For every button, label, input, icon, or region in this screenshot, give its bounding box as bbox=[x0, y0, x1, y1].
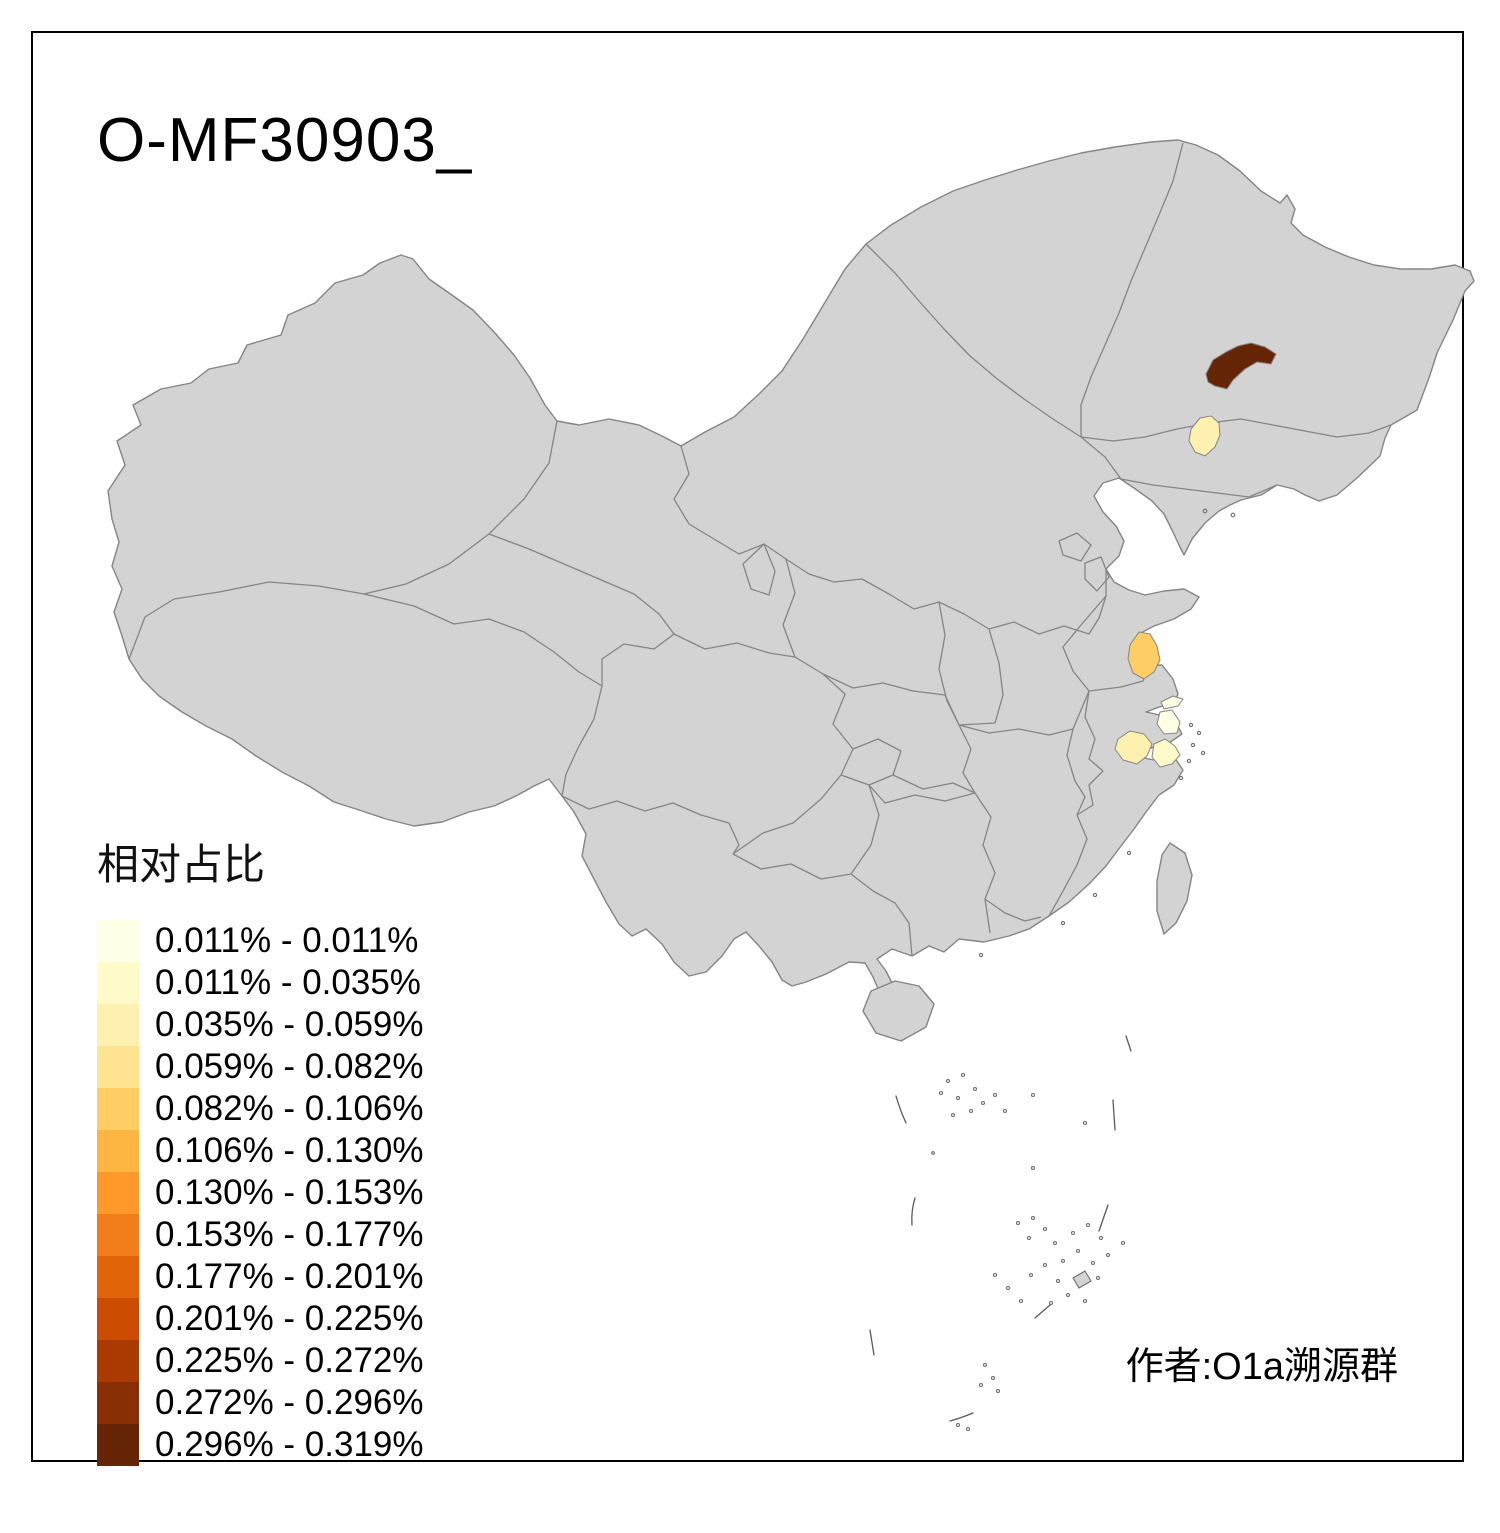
legend-item: 0.130% - 0.153% bbox=[97, 1172, 424, 1214]
legend-label: 0.035% - 0.059% bbox=[155, 1005, 424, 1044]
coastal-islets bbox=[978, 508, 1236, 958]
region-northeast-zhejiang bbox=[1151, 738, 1181, 768]
legend-item: 0.011% - 0.011% bbox=[97, 920, 424, 962]
legend-items: 0.011% - 0.011% 0.011% - 0.035% 0.035% - 0… bbox=[97, 920, 424, 1466]
region-shanghai bbox=[1156, 709, 1181, 735]
legend-label: 0.225% - 0.272% bbox=[155, 1341, 424, 1380]
region-yancheng bbox=[1127, 631, 1161, 680]
legend-swatch bbox=[97, 1214, 139, 1256]
legend-swatch bbox=[97, 1424, 139, 1466]
legend-label: 0.130% - 0.153% bbox=[155, 1173, 424, 1212]
spratly-islet bbox=[1072, 1270, 1092, 1289]
legend-label: 0.106% - 0.130% bbox=[155, 1131, 424, 1170]
legend-swatch bbox=[97, 1046, 139, 1088]
legend-swatch bbox=[97, 1340, 139, 1382]
plot-frame: O-MF30903_ 相对占比 0.011% - 0.011% 0.011% - … bbox=[31, 31, 1475, 1466]
legend-swatch bbox=[97, 1256, 139, 1298]
region-northwest-zhejiang bbox=[1114, 730, 1153, 765]
legend-label: 0.153% - 0.177% bbox=[155, 1215, 424, 1254]
region-jilin-southwest bbox=[1188, 415, 1221, 457]
legend-item: 0.059% - 0.082% bbox=[97, 1046, 424, 1088]
china-map bbox=[107, 139, 1475, 1432]
legend-label: 0.082% - 0.106% bbox=[155, 1089, 424, 1128]
highlighted-regions bbox=[1114, 342, 1277, 768]
attribution-text: 作者:O1a溯源群 bbox=[1125, 1346, 1398, 1388]
legend-title: 相对占比 bbox=[97, 841, 266, 888]
legend-swatch bbox=[97, 1088, 139, 1130]
hainan-island bbox=[862, 980, 935, 1042]
legend-item: 0.296% - 0.319% bbox=[97, 1424, 424, 1466]
taiwan-island bbox=[1156, 842, 1193, 935]
legend-item: 0.201% - 0.225% bbox=[97, 1298, 424, 1340]
legend-label: 0.011% - 0.011% bbox=[155, 921, 419, 960]
legend-swatch bbox=[97, 1130, 139, 1172]
legend-swatch bbox=[97, 920, 139, 962]
mainland-china bbox=[107, 139, 1475, 999]
legend-item: 0.106% - 0.130% bbox=[97, 1130, 424, 1172]
legend-item: 0.225% - 0.272% bbox=[97, 1340, 424, 1382]
legend-label: 0.272% - 0.296% bbox=[155, 1383, 424, 1422]
region-yangtze-mouth-strip bbox=[1160, 695, 1184, 710]
legend-item: 0.177% - 0.201% bbox=[97, 1256, 424, 1298]
legend-label: 0.177% - 0.201% bbox=[155, 1257, 424, 1296]
legend-swatch bbox=[97, 1382, 139, 1424]
legend-item: 0.272% - 0.296% bbox=[97, 1382, 424, 1424]
legend-item: 0.011% - 0.035% bbox=[97, 962, 424, 1004]
legend: 相对占比 0.011% - 0.011% 0.011% - 0.035% 0.035… bbox=[97, 831, 424, 1466]
region-harbin-area bbox=[1205, 342, 1277, 390]
legend-swatch bbox=[97, 962, 139, 1004]
legend-label: 0.296% - 0.319% bbox=[155, 1425, 424, 1464]
legend-item: 0.035% - 0.059% bbox=[97, 1004, 424, 1046]
legend-item: 0.082% - 0.106% bbox=[97, 1088, 424, 1130]
south-china-sea-islets bbox=[931, 1072, 1126, 1432]
legend-item: 0.153% - 0.177% bbox=[97, 1214, 424, 1256]
province-borders bbox=[128, 142, 1392, 957]
legend-swatch bbox=[97, 1004, 139, 1046]
page-title: O-MF30903_ bbox=[97, 106, 473, 175]
legend-swatch bbox=[97, 1172, 139, 1214]
legend-swatch bbox=[97, 1298, 139, 1340]
sea-boundary-dashes bbox=[869, 1035, 1132, 1422]
legend-label: 0.059% - 0.082% bbox=[155, 1047, 424, 1086]
legend-label: 0.201% - 0.225% bbox=[155, 1299, 424, 1338]
legend-label: 0.011% - 0.035% bbox=[155, 963, 421, 1002]
